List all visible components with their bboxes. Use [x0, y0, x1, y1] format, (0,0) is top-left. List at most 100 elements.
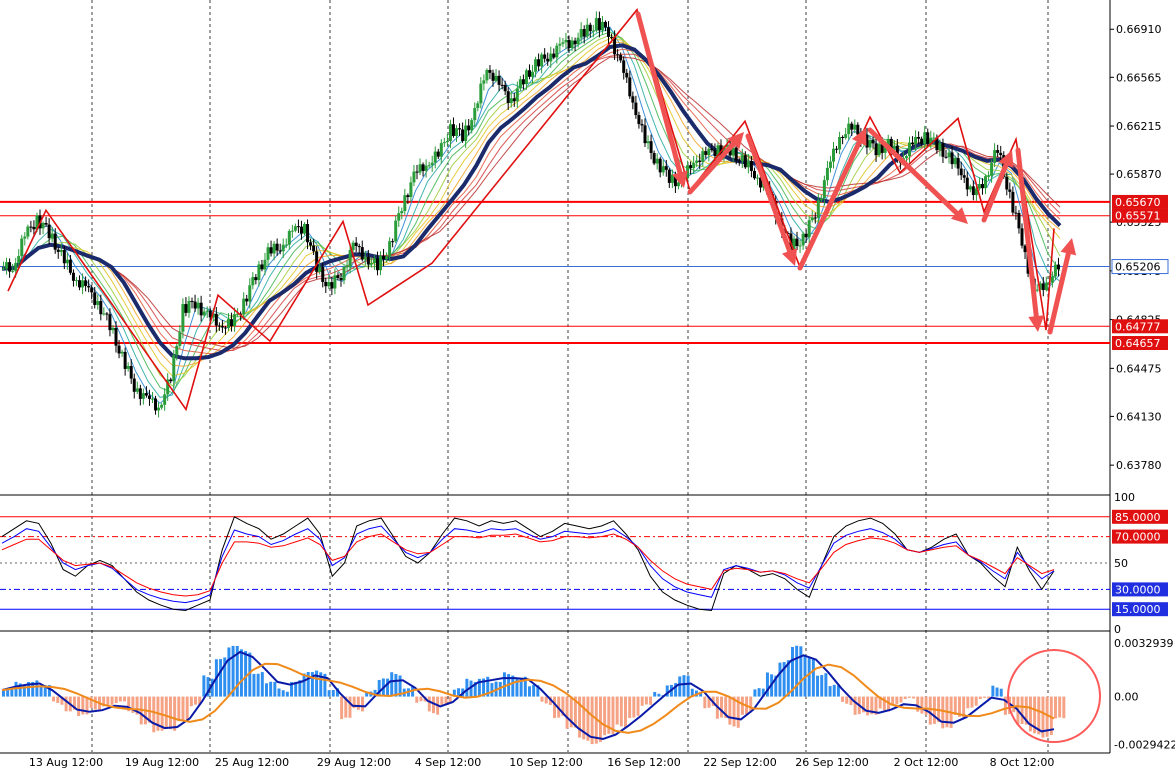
candle-body	[895, 145, 899, 159]
macd-histogram-bar	[335, 688, 339, 697]
oscillator-level-tag	[1112, 602, 1168, 617]
candle-body	[579, 29, 583, 38]
macd-histogram-bar	[210, 678, 214, 697]
candle-body	[178, 331, 182, 346]
candle-body	[710, 148, 714, 151]
date-tick-label: 16 Sep 12:00	[607, 756, 680, 769]
candle-body	[211, 313, 215, 318]
candle-body	[248, 285, 252, 302]
macd-histogram-bar	[636, 696, 640, 716]
macd-histogram-bar	[540, 696, 544, 702]
candle-body	[482, 80, 486, 84]
candle-body	[880, 144, 884, 153]
candle-body	[944, 156, 948, 158]
price-tick-label: 0.64130	[1116, 410, 1162, 423]
macd-histogram-bar	[77, 696, 81, 717]
candle-body	[914, 136, 918, 145]
macd-histogram-bar	[820, 675, 824, 697]
trend-arrow-head	[782, 248, 798, 266]
candle-body	[184, 304, 188, 313]
macd-histogram-bar	[356, 696, 360, 710]
candle-body	[886, 138, 890, 146]
candle-body	[71, 272, 75, 281]
macd-histogram-bar	[106, 696, 110, 707]
candle-body	[689, 165, 693, 169]
candle-body	[163, 394, 167, 405]
candle-body	[74, 280, 78, 282]
trend-arrow	[981, 162, 1009, 223]
price-panel[interactable]	[0, 8, 1110, 418]
candle-body	[737, 160, 741, 162]
candle-body	[442, 142, 446, 144]
macd-tick-label: 0.0032939	[1114, 637, 1174, 650]
oscillator-panel[interactable]	[0, 516, 1110, 612]
candle-body	[667, 169, 671, 183]
candle-body	[1035, 289, 1039, 291]
candle-body	[461, 129, 465, 141]
candle-body	[193, 301, 197, 309]
macd-histogram-bar	[891, 696, 895, 706]
candle-body	[911, 142, 915, 145]
macd-histogram-bar	[799, 646, 803, 697]
macd-histogram-bar	[519, 678, 523, 697]
candle-body	[816, 200, 820, 218]
macd-histogram-bar	[624, 696, 627, 728]
candle-body	[527, 70, 531, 77]
price-level-tag	[1112, 208, 1168, 223]
candle-body	[932, 137, 936, 139]
macd-histogram-bar	[999, 688, 1003, 697]
trend-arrow	[867, 127, 959, 216]
candle-body	[904, 156, 908, 159]
macd-histogram-bar	[477, 678, 481, 697]
candle-body	[908, 142, 912, 157]
candle-body	[190, 300, 194, 302]
zigzag-line	[7, 8, 1055, 412]
candle-body	[835, 148, 839, 150]
candle-body	[150, 398, 154, 400]
date-tick-label: 2 Oct 12:00	[894, 756, 959, 769]
macd-histogram-bar	[431, 696, 435, 714]
candle-body	[269, 247, 273, 254]
macd-histogram-bar	[1049, 696, 1053, 735]
candle-body	[394, 220, 398, 242]
candle-body	[102, 313, 106, 315]
candle-body	[315, 251, 319, 272]
macd-histogram-bar	[749, 696, 753, 713]
trend-arrow-head	[851, 128, 867, 146]
candle-body	[281, 244, 285, 252]
macd-histogram-bar	[548, 696, 552, 705]
macd-histogram-bar	[845, 696, 849, 704]
macd-histogram-bar	[532, 684, 536, 697]
macd-panel[interactable]	[1, 645, 1066, 745]
candle-body	[166, 379, 170, 395]
macd-histogram-bar	[35, 680, 39, 697]
macd-histogram-bar	[553, 696, 557, 719]
macd-histogram-bar	[1024, 696, 1028, 725]
macd-histogram-bar	[2, 690, 5, 697]
macd-histogram-bar	[953, 696, 957, 715]
macd-histogram-bar	[995, 687, 999, 697]
candle-body	[810, 217, 814, 221]
candle-body	[755, 177, 759, 179]
trend-arrow-head	[950, 207, 968, 224]
macd-histogram-bar	[352, 696, 356, 709]
candle-body	[135, 388, 139, 392]
candle-body	[59, 250, 63, 252]
candle-body	[655, 158, 659, 164]
candle-body	[920, 138, 924, 144]
candle-body	[844, 134, 848, 138]
candle-body	[375, 258, 379, 271]
macd-histogram-bar	[782, 662, 786, 697]
macd-histogram-bar	[1033, 696, 1037, 734]
candle-body	[1041, 283, 1045, 291]
candle-body	[959, 168, 963, 176]
macd-histogram-bar	[64, 696, 68, 712]
candle-body	[330, 282, 334, 289]
macd-histogram-bar	[728, 696, 732, 725]
candle-body	[676, 182, 680, 187]
macd-histogram-bar	[340, 696, 344, 720]
candle-body	[348, 249, 352, 267]
candle-body	[226, 319, 230, 329]
candle-body	[497, 75, 501, 85]
